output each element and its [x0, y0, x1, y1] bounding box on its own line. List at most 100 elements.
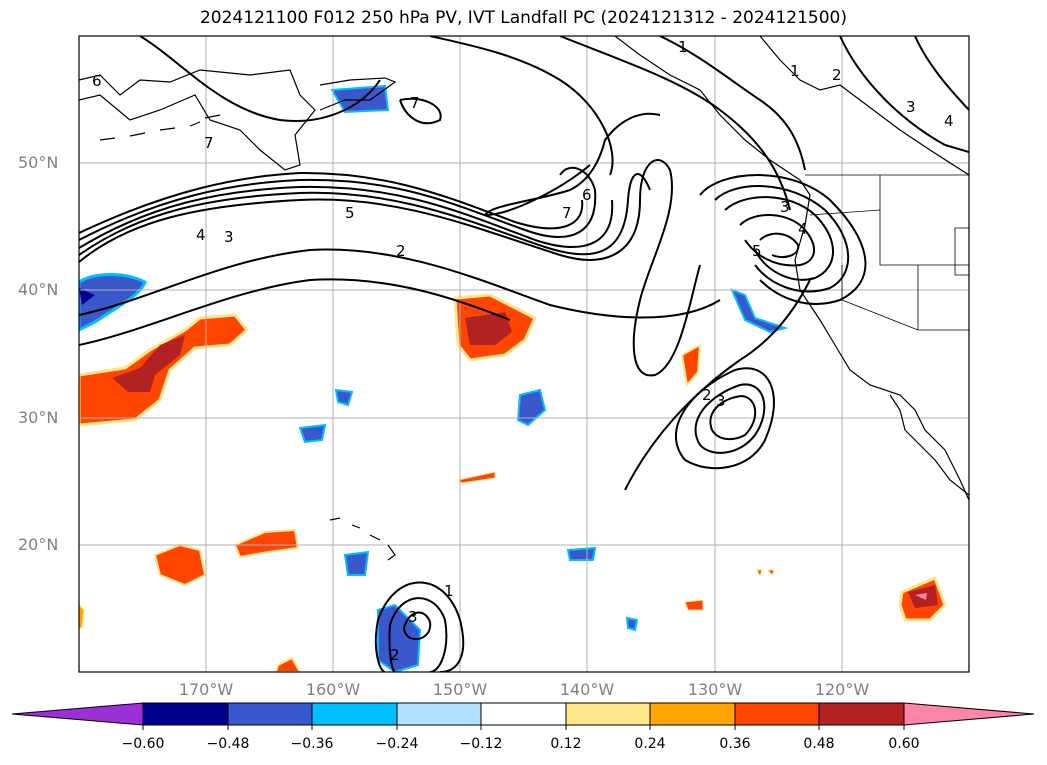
contour-line	[699, 174, 867, 305]
contour-label: 3	[408, 608, 418, 626]
neg-patch	[330, 84, 390, 114]
contour-labels: 6 7 7 1 1 2 3 4 5 4 3 2 6 7 3 4 5 2 3 1 …	[92, 38, 954, 664]
neg-patch	[334, 388, 354, 407]
colorbar-tick-label: 0.60	[888, 736, 920, 752]
colorbar-tick-label: 0.36	[719, 736, 751, 752]
pos-patch	[233, 528, 300, 559]
pv-anomaly-shading	[79, 84, 947, 672]
lon-label: 120°W	[814, 680, 870, 699]
alaska-gulf	[319, 77, 397, 111]
contour-label: 6	[92, 72, 102, 90]
contour-line	[724, 196, 834, 281]
contour-label: 1	[790, 62, 800, 80]
contour-line	[139, 36, 381, 122]
neg-patch	[343, 550, 370, 576]
contour-label: 7	[562, 204, 572, 222]
contour-label: 2	[396, 242, 406, 260]
contour-label: 4	[944, 112, 954, 130]
map-frame	[78, 35, 970, 673]
pos-patch	[684, 599, 704, 611]
lat-label: 50°N	[18, 153, 59, 172]
pos-patch	[756, 569, 775, 578]
contour-label: 4	[798, 220, 808, 238]
colorbar-bin	[818, 702, 905, 726]
contour-label: 4	[196, 226, 206, 244]
contour-line	[483, 112, 661, 217]
contour-label: 2	[702, 386, 712, 404]
pos-patch-core	[465, 312, 512, 345]
colorbar-bin	[649, 702, 736, 726]
colorbar-bin	[734, 702, 820, 726]
coastlines	[79, 36, 969, 561]
neg-patch	[730, 288, 789, 334]
contour-line	[429, 36, 614, 176]
colorbar-extend-max	[903, 702, 1035, 726]
contour-line	[79, 173, 651, 256]
contour-line	[374, 581, 465, 672]
pos-patch-core	[112, 335, 185, 392]
contours	[79, 36, 969, 672]
pos-patch	[79, 604, 85, 629]
contour-line	[79, 185, 614, 249]
contour-line	[694, 383, 766, 454]
graticule	[79, 36, 969, 672]
pos-patch	[274, 656, 302, 672]
contour-line	[79, 171, 584, 234]
lat-label: 40°N	[18, 280, 59, 299]
colorbar-bin	[142, 702, 229, 726]
baja-gulf	[889, 394, 969, 496]
contour-line	[388, 597, 448, 672]
contour-line	[79, 248, 721, 319]
contour-line	[709, 394, 757, 441]
colorbar	[11, 702, 1035, 730]
neg-patch	[79, 273, 147, 332]
contour-label: 3	[780, 198, 790, 216]
bc-coast	[614, 36, 969, 501]
contour-label: 6	[582, 186, 592, 204]
colorbar-tick-label: 0.24	[634, 736, 666, 752]
contour-label: 5	[752, 242, 762, 260]
contour-line	[659, 36, 806, 171]
pos-patch	[456, 471, 496, 484]
lon-label: 140°W	[559, 680, 615, 699]
contour-label: 1	[678, 38, 688, 56]
pos-patch	[153, 543, 207, 587]
colorbar-tick-label: −0.12	[459, 736, 503, 752]
contour-line	[79, 278, 511, 346]
contour-label: 7	[204, 134, 214, 152]
contour-line	[839, 36, 969, 153]
contour-label: 3	[906, 98, 916, 116]
contour-label: 3	[224, 228, 234, 246]
colorbar-bin	[565, 702, 651, 726]
colorbar-tick-label: 0.48	[803, 736, 835, 752]
contour-line	[624, 279, 811, 491]
aleutians	[99, 114, 221, 141]
lon-label: 130°W	[687, 680, 743, 699]
plot-title: 2024121100 F012 250 hPa PV, IVT Landfall…	[199, 8, 847, 28]
inner-coast	[759, 36, 969, 176]
colorbar-tick-label: 0.12	[550, 736, 582, 752]
neg-patch-core	[79, 288, 95, 305]
neg-patch	[566, 546, 597, 561]
colorbar-bin	[480, 702, 567, 726]
hawaii	[329, 517, 396, 561]
contour-line	[674, 367, 775, 470]
colorbar-bin	[227, 702, 313, 726]
neg-patch	[516, 388, 547, 427]
pos-patch	[680, 343, 702, 388]
lon-label: 150°W	[432, 680, 488, 699]
colorbar-tick-label: −0.24	[375, 736, 419, 752]
contour-line	[739, 213, 815, 267]
contour-label: 5	[345, 204, 355, 222]
contour-label: 7	[410, 94, 420, 112]
colorbar-tick-label: −0.36	[290, 736, 334, 752]
contour-line	[714, 185, 850, 293]
alaska-coast	[79, 69, 316, 171]
colorbar-bin	[311, 702, 398, 726]
lon-label: 160°W	[305, 680, 361, 699]
lat-label: 20°N	[18, 535, 59, 554]
contour-label: 1	[444, 582, 454, 600]
contour-line	[759, 232, 800, 258]
contour-label: 2	[390, 646, 400, 664]
pos-patch	[79, 313, 250, 427]
